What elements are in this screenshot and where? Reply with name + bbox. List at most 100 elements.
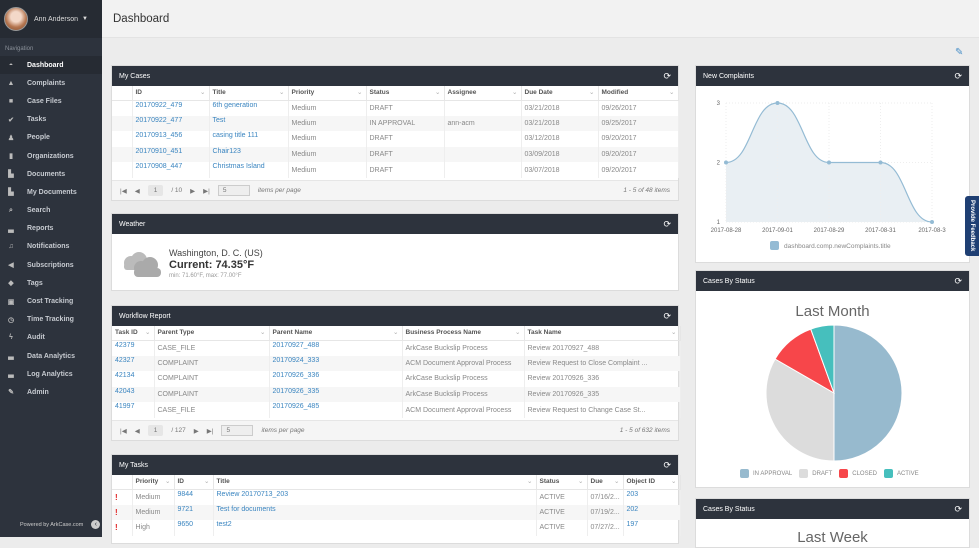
page-size-select[interactable]: 5 xyxy=(221,425,254,436)
sidebar-item-tasks[interactable]: ✔ Tasks xyxy=(0,111,102,129)
sidebar-item-notifications[interactable]: ♫ Notifications xyxy=(0,238,102,256)
chevron-down-icon[interactable]: ⌄ xyxy=(145,329,151,336)
table-cell[interactable]: test2 xyxy=(213,520,537,536)
column-header[interactable]: Due Date ⌄ xyxy=(521,86,599,101)
table-cell[interactable]: 41997 xyxy=(112,402,155,418)
page-input[interactable]: 1 xyxy=(147,185,164,196)
column-header[interactable]: ID ⌄ xyxy=(174,475,214,490)
column-header[interactable]: Object ID ⌄ xyxy=(623,475,681,490)
chevron-down-icon[interactable]: ⌄ xyxy=(589,89,595,96)
column-header[interactable]: Due ⌄ xyxy=(587,475,624,490)
refresh-icon[interactable]: ⟳ xyxy=(663,459,671,470)
column-header[interactable]: Task Name ⌄ xyxy=(524,326,681,341)
refresh-icon[interactable]: ⟳ xyxy=(663,218,671,229)
table-cell[interactable]: 9844 xyxy=(174,489,214,505)
sidebar-item-admin[interactable]: ✎ Admin xyxy=(0,383,102,401)
column-header[interactable] xyxy=(112,475,133,490)
sidebar-item-search[interactable]: ⌕ Search xyxy=(0,202,102,220)
chevron-down-icon[interactable]: ⌄ xyxy=(671,478,677,485)
column-header[interactable]: Status ⌄ xyxy=(536,475,588,490)
column-header[interactable]: Parent Type ⌄ xyxy=(154,326,270,341)
table-row[interactable]: 20170922_479 6th generation Medium DRAFT 03/… xyxy=(112,100,679,116)
chevron-down-icon[interactable]: ⌄ xyxy=(669,89,675,96)
table-cell[interactable]: 20170926_485 xyxy=(269,402,403,418)
table-row[interactable]: 42379 CASE_FILE 20170927_488 ArkCase Bucksl… xyxy=(112,340,681,356)
data-point[interactable] xyxy=(827,160,831,165)
column-header[interactable]: Parent Name ⌄ xyxy=(269,326,403,341)
chevron-down-icon[interactable]: ⌄ xyxy=(512,89,518,96)
chevron-down-icon[interactable]: ⌄ xyxy=(393,329,399,336)
column-header[interactable]: Assignee ⌄ xyxy=(444,86,522,101)
sidebar-item-data-analytics[interactable]: ▃ Data Analytics xyxy=(0,347,102,365)
sidebar-item-log-analytics[interactable]: ▃ Log Analytics xyxy=(0,365,102,383)
provide-feedback-tab[interactable]: Provide Feedback xyxy=(965,196,979,256)
table-row[interactable]: ! Medium 9721 Test for documents ACTIVE 07/19… xyxy=(112,504,681,521)
table-cell[interactable]: 20170922_479 xyxy=(132,100,210,116)
table-cell[interactable]: 9650 xyxy=(174,520,214,536)
table-cell[interactable]: 20170910_451 xyxy=(132,146,210,163)
table-row[interactable]: ! High 9650 test2 ACTIVE 07/27/2... 197 xyxy=(112,520,681,536)
sidebar-item-people[interactable]: ♟ People xyxy=(0,129,102,147)
prev-page-icon[interactable]: ◀ xyxy=(134,427,140,435)
table-cell[interactable]: 9721 xyxy=(174,504,214,521)
table-cell[interactable]: 202 xyxy=(623,504,681,521)
column-header[interactable]: Priority ⌄ xyxy=(288,86,367,101)
table-cell[interactable]: Christmas Island xyxy=(209,162,289,178)
sidebar-item-dashboard[interactable]: ◓ Dashboard xyxy=(0,56,102,75)
first-page-icon[interactable]: |◀ xyxy=(120,187,127,195)
sidebar-item-case-files[interactable]: ■ Case Files xyxy=(0,92,102,110)
pie-slice-active[interactable] xyxy=(810,324,835,394)
table-cell[interactable]: 42043 xyxy=(112,386,155,403)
user-menu[interactable]: Ann Anderson ▼ xyxy=(0,0,102,38)
column-header[interactable]: Business Process Name ⌄ xyxy=(402,326,525,341)
refresh-icon[interactable]: ⟳ xyxy=(954,503,962,514)
data-point[interactable] xyxy=(930,220,934,224)
chevron-down-icon[interactable]: ⌄ xyxy=(527,478,533,485)
column-header[interactable]: Modified ⌄ xyxy=(598,86,679,101)
page-input[interactable]: 1 xyxy=(147,425,164,436)
sidebar-item-my-documents[interactable]: ▙ My Documents xyxy=(0,183,102,201)
table-cell[interactable]: Test xyxy=(209,115,289,132)
table-cell[interactable]: Review 20170713_203 xyxy=(213,489,537,505)
refresh-icon[interactable]: ⟳ xyxy=(954,70,962,81)
table-cell[interactable]: 42327 xyxy=(112,355,155,372)
table-cell[interactable]: 20170908_447 xyxy=(132,162,210,178)
sidebar-item-complaints[interactable]: ▲ Complaints xyxy=(0,74,102,92)
table-row[interactable]: 42043 COMPLAINT 20170926_335 ArkCase Bucksl… xyxy=(112,386,681,403)
sidebar-item-audit[interactable]: ϟ Audit xyxy=(0,329,102,347)
column-header[interactable]: ID ⌄ xyxy=(132,86,210,101)
refresh-icon[interactable]: ⟳ xyxy=(663,70,671,81)
table-row[interactable]: 41997 CASE_FILE 20170926_485 ACM Document A… xyxy=(112,402,681,418)
next-page-icon[interactable]: ▶ xyxy=(193,427,199,435)
edit-dashboard-icon[interactable]: ✎ xyxy=(955,47,964,58)
column-header[interactable]: Priority ⌄ xyxy=(132,475,175,490)
refresh-icon[interactable]: ⟳ xyxy=(663,310,671,321)
chevron-down-icon[interactable]: ⌄ xyxy=(165,478,171,485)
pie-slice-in-approval[interactable] xyxy=(833,324,903,462)
table-cell[interactable]: 20170926_336 xyxy=(269,371,403,387)
next-page-icon[interactable]: ▶ xyxy=(190,187,196,195)
sidebar-item-subscriptions[interactable]: ◀ Subscriptions xyxy=(0,256,102,274)
chevron-down-icon[interactable]: ⌄ xyxy=(200,89,206,96)
table-cell[interactable]: 42134 xyxy=(112,371,155,387)
table-row[interactable]: 20170908_447 Christmas Island Medium DRAFT 0… xyxy=(112,162,679,178)
chevron-down-icon[interactable]: ⌄ xyxy=(578,478,584,485)
data-point[interactable] xyxy=(724,160,728,165)
sidebar-item-time-tracking[interactable]: ◷ Time Tracking xyxy=(0,311,102,329)
column-header[interactable]: Task ID ⌄ xyxy=(112,326,155,341)
chevron-down-icon[interactable]: ⌄ xyxy=(671,329,677,336)
table-cell[interactable]: Chair123 xyxy=(209,146,289,163)
table-cell[interactable]: 203 xyxy=(623,489,681,505)
sidebar-item-tags[interactable]: ◆ Tags xyxy=(0,274,102,292)
last-page-icon[interactable]: ▶| xyxy=(206,427,214,435)
chevron-down-icon[interactable]: ⌄ xyxy=(357,89,363,96)
table-cell[interactable]: Test for documents xyxy=(213,504,537,521)
column-header[interactable]: Title ⌄ xyxy=(209,86,289,101)
table-row[interactable]: 20170910_451 Chair123 Medium DRAFT 03/09/201… xyxy=(112,146,679,163)
table-cell[interactable]: 20170927_488 xyxy=(269,340,403,356)
collapse-sidebar-icon[interactable]: ‹ xyxy=(91,520,101,529)
table-cell[interactable]: 20170913_456 xyxy=(132,131,210,147)
table-cell[interactable]: 6th generation xyxy=(209,100,289,116)
column-header[interactable]: Status ⌄ xyxy=(366,86,445,101)
pie-slice-draft[interactable] xyxy=(765,358,835,462)
